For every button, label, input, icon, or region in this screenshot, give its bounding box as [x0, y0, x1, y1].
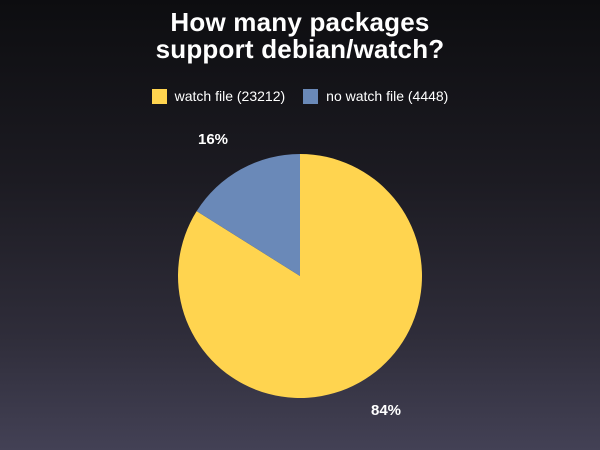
- legend-label-no-watch-file: no watch file (4448): [326, 88, 449, 104]
- pie-slice-no-watch-file: [196, 154, 300, 276]
- legend-swatch-watch-file: [151, 88, 167, 104]
- chart-title-line-1: How many packages: [170, 7, 430, 37]
- legend-entry-watch-file: watch file (23212): [151, 88, 286, 104]
- legend-entry-no-watch-file: no watch file (4448): [303, 88, 448, 104]
- legend-label-watch-file: watch file (23212): [174, 88, 286, 104]
- slice-label-watch-file: 84%: [371, 402, 401, 419]
- chart-legend: watch file (23212) no watch file (4448): [0, 88, 600, 104]
- slice-label-no-watch-file: 16%: [198, 131, 228, 148]
- legend-swatch-no-watch-file: [303, 88, 319, 104]
- chart-title-line-2: support debian/watch?: [155, 34, 445, 64]
- chart-title: How many packages support debian/watch?: [0, 9, 600, 63]
